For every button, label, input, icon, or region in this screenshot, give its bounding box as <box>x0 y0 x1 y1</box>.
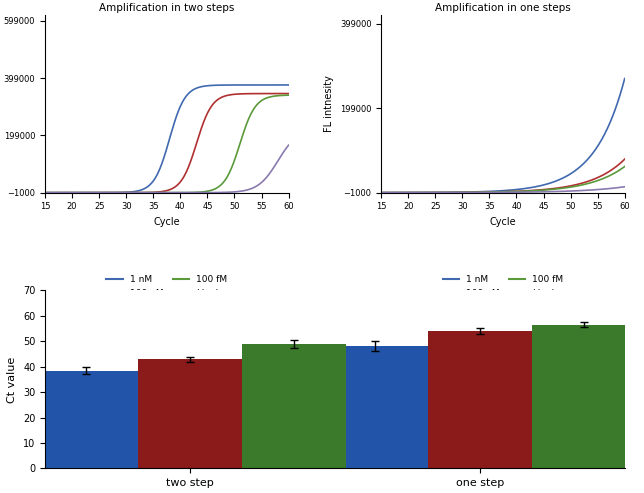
Bar <box>242 344 346 468</box>
Text: (a): (a) <box>159 294 175 304</box>
Title: Amplification in two steps: Amplification in two steps <box>99 2 234 13</box>
X-axis label: Cycle: Cycle <box>153 217 180 227</box>
Bar <box>138 359 242 468</box>
Legend: 1 nM, 100 pM, 100 fM, blank: 1 nM, 100 pM, 100 fM, blank <box>439 272 567 302</box>
X-axis label: Cycle: Cycle <box>489 217 516 227</box>
Bar <box>428 331 532 468</box>
Bar <box>323 347 428 468</box>
Y-axis label: FL intnesity: FL intnesity <box>324 75 334 132</box>
Bar <box>532 325 636 468</box>
Y-axis label: Ct value: Ct value <box>8 356 17 403</box>
Bar <box>33 371 138 468</box>
Text: (b): (b) <box>495 294 511 304</box>
Legend: 1 nM, 100 pM, 100 fM, blank: 1 nM, 100 pM, 100 fM, blank <box>103 272 231 302</box>
Title: Amplification in one steps: Amplification in one steps <box>435 2 571 13</box>
